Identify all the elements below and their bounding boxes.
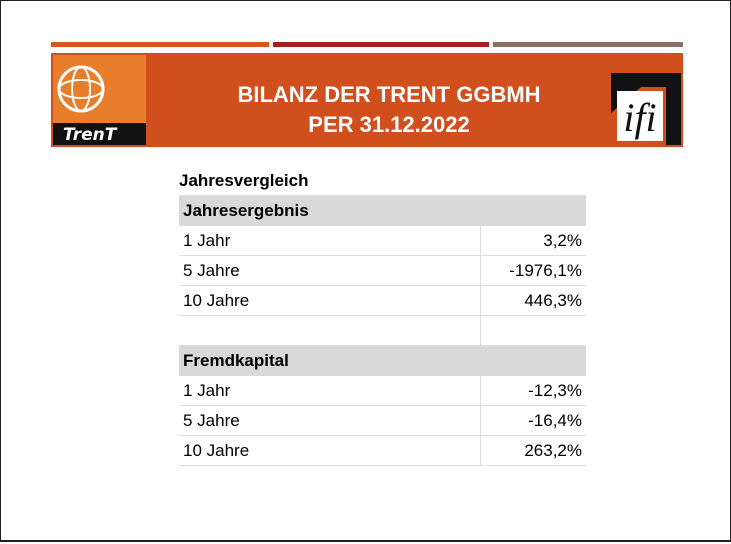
- table-row: 1 Jahr 3,2%: [179, 226, 586, 256]
- row-value: -12,3%: [481, 376, 586, 406]
- accent-bar: [51, 42, 269, 47]
- accent-bar: [493, 42, 683, 47]
- row-label: 10 Jahre: [179, 436, 481, 466]
- title-line: PER 31.12.2022: [308, 112, 470, 137]
- section-label: Jahresergebnis: [179, 196, 586, 226]
- accent-bar: [273, 42, 489, 47]
- row-value: -16,4%: [481, 406, 586, 436]
- row-value: -1976,1%: [481, 256, 586, 286]
- section-label: Fremdkapital: [179, 346, 586, 376]
- row-label: 5 Jahre: [179, 256, 481, 286]
- row-label: 1 Jahr: [179, 376, 481, 406]
- header-band: [51, 53, 683, 147]
- title-line: BILANZ DER TRENT GGBMH: [237, 82, 541, 107]
- table-row: 5 Jahre -1976,1%: [179, 256, 586, 286]
- row-value: 3,2%: [481, 226, 586, 256]
- logo-text: TrenT: [63, 125, 118, 145]
- table: Jahresvergleich Jahresergebnis 1 Jahr 3,2%…: [179, 166, 586, 466]
- left-logo: TrenT: [53, 55, 146, 145]
- logo-text: ifi: [623, 95, 656, 140]
- table-row: 5 Jahre -16,4%: [179, 406, 586, 436]
- right-logo: ifi: [611, 73, 681, 145]
- row-value: 263,2%: [481, 436, 586, 466]
- table-row: 10 Jahre 263,2%: [179, 436, 586, 466]
- cell: [179, 316, 481, 346]
- row-value: 446,3%: [481, 286, 586, 316]
- table-row: 10 Jahre 446,3%: [179, 286, 586, 316]
- row-label: 5 Jahre: [179, 406, 481, 436]
- row-label: 10 Jahre: [179, 286, 481, 316]
- table-title: Jahresvergleich: [179, 166, 586, 196]
- row-label: 1 Jahr: [179, 226, 481, 256]
- empty-row: [179, 316, 586, 346]
- cell: [481, 316, 586, 346]
- table-row: 1 Jahr -12,3%: [179, 376, 586, 406]
